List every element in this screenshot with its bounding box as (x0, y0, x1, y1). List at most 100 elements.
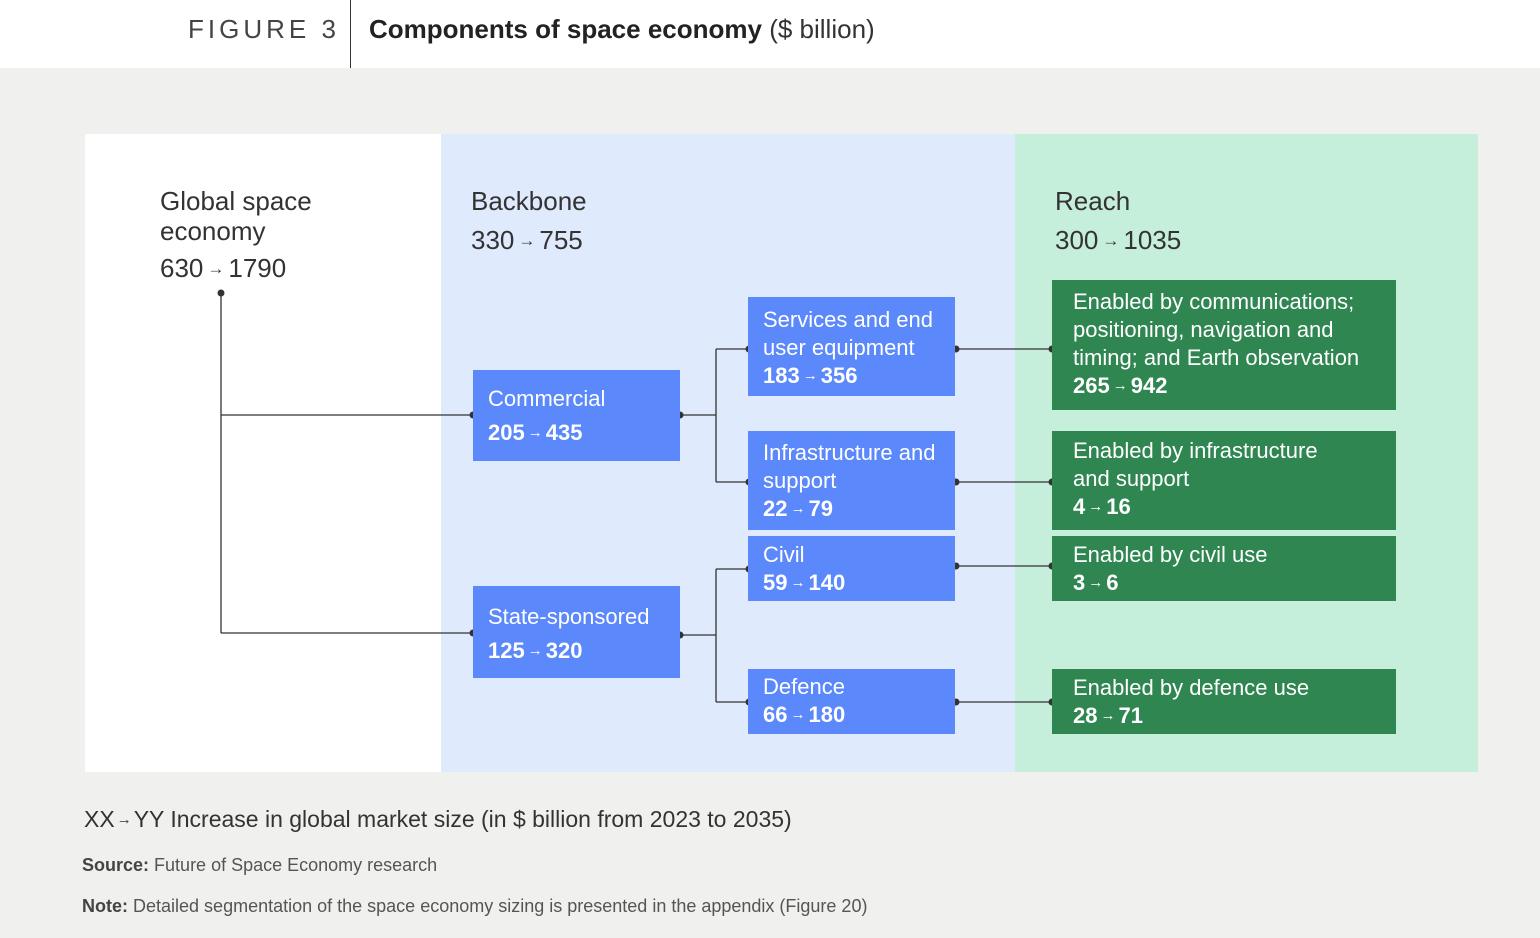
services-box: Services and end user equipment 183 → 356 (748, 297, 955, 396)
reach-defence-line1: Enabled by defence use (1073, 675, 1310, 700)
reach-civil-value: 3 → 6 (1073, 569, 1381, 597)
reach-comms-value: 265 → 942 (1073, 372, 1381, 400)
services-line1: Services and end (763, 307, 933, 332)
reach-infra-line2: and support (1073, 466, 1190, 491)
arrow-icon: → (790, 574, 806, 591)
figure-title-unit: ($ billion) (769, 14, 875, 44)
reach-value: 300 → 1035 (1055, 225, 1181, 256)
commercial-from: 205 (488, 420, 525, 445)
services-from: 183 (763, 363, 800, 388)
reach-infra-line1: Enabled by infrastructure (1073, 438, 1318, 463)
reach-civil-to: 6 (1106, 570, 1119, 595)
backbone-title: Backbone (471, 186, 587, 216)
services-value: 183 → 356 (763, 362, 940, 390)
infrastructure-box: Infrastructure and support 22 → 79 (748, 431, 955, 530)
legend-text: Increase in global market size (in $ bil… (170, 806, 792, 832)
global-from: 630 (160, 253, 204, 283)
source-line: Source: Future of Space Economy research (82, 855, 437, 876)
infrastructure-line2: support (763, 468, 837, 493)
state-to: 320 (545, 638, 583, 663)
reach-comms-line1: Enabled by communications; (1073, 289, 1355, 314)
source-label: Source: (82, 855, 150, 875)
state-sponsored-label: State-sponsored (488, 604, 650, 629)
reach-title: Reach (1055, 186, 1131, 216)
state-sponsored-value: 125 → 320 (488, 634, 665, 668)
arrow-icon: → (1102, 231, 1120, 250)
reach-defence-to: 71 (1118, 703, 1143, 728)
arrow-icon: → (790, 500, 806, 517)
global-value: 630 → 1790 (160, 253, 286, 284)
reach-civil-from: 3 (1073, 570, 1086, 595)
legend-yy: YY (133, 806, 164, 832)
defence-value: 66 → 180 (763, 701, 940, 729)
reach-civil-box: Enabled by civil use 3 → 6 (1052, 536, 1396, 601)
state-sponsored-box: State-sponsored 125 → 320 (473, 586, 680, 678)
reach-comms-line2: positioning, navigation and (1073, 317, 1334, 342)
reach-infra-value: 4 → 16 (1073, 493, 1381, 521)
arrow-icon: → (207, 259, 225, 278)
arrow-icon: → (1112, 377, 1128, 394)
defence-from: 66 (763, 702, 788, 727)
figure-header: FIGURE 3 Components of space economy ($ … (0, 0, 1540, 68)
figure-label: FIGURE 3 (188, 14, 340, 44)
note-text: Detailed segmentation of the space econo… (133, 896, 868, 916)
civil-box: Civil 59 → 140 (748, 536, 955, 601)
reach-defence-value: 28 → 71 (1073, 702, 1381, 730)
figure-title: Components of space economy ($ billion) (369, 14, 875, 45)
reach-comms-from: 265 (1073, 373, 1110, 398)
note-line: Note: Detailed segmentation of the space… (82, 896, 867, 917)
backbone-from: 330 (471, 225, 515, 255)
services-line2: user equipment (763, 335, 915, 360)
defence-box: Defence 66 → 180 (748, 669, 955, 734)
infrastructure-from: 22 (763, 496, 788, 521)
reach-comms-box: Enabled by communications; positioning, … (1052, 280, 1396, 410)
civil-label: Civil (763, 542, 805, 567)
defence-label: Defence (763, 674, 845, 699)
commercial-label: Commercial (488, 386, 606, 411)
reach-comms-to: 942 (1130, 373, 1168, 398)
civil-value: 59 → 140 (763, 569, 940, 597)
reach-to: 1035 (1123, 225, 1182, 255)
global-title-line1: Global space (160, 186, 312, 216)
arrow-icon: → (527, 424, 543, 441)
legend-xx: XX (84, 806, 115, 832)
civil-to: 140 (808, 570, 846, 595)
header-divider (350, 0, 351, 68)
global-title: Global space economy (160, 186, 312, 246)
arrow-icon: → (1100, 707, 1116, 724)
commercial-box: Commercial 205 → 435 (473, 370, 680, 461)
arrow-icon: → (790, 706, 806, 723)
reach-infra-box: Enabled by infrastructure and support 4 →… (1052, 431, 1396, 530)
reach-defence-from: 28 (1073, 703, 1098, 728)
state-from: 125 (488, 638, 525, 663)
figure-title-text: Components of space economy (369, 14, 762, 44)
arrow-icon: → (1088, 498, 1104, 515)
infrastructure-line1: Infrastructure and (763, 440, 936, 465)
arrow-icon: → (518, 231, 536, 250)
arrow-icon: → (527, 642, 543, 659)
backbone-value: 330 → 755 (471, 225, 583, 256)
services-to: 356 (820, 363, 858, 388)
reach-defence-box: Enabled by defence use 28 → 71 (1052, 669, 1396, 734)
commercial-to: 435 (545, 420, 583, 445)
backbone-to: 755 (539, 225, 583, 255)
note-label: Note: (82, 896, 128, 916)
infrastructure-value: 22 → 79 (763, 495, 940, 523)
global-to: 1790 (228, 253, 287, 283)
reach-from: 300 (1055, 225, 1099, 255)
infrastructure-to: 79 (808, 496, 833, 521)
reach-comms-line3: timing; and Earth observation (1073, 345, 1360, 370)
arrow-icon: → (116, 811, 132, 828)
reach-infra-from: 4 (1073, 494, 1086, 519)
arrow-icon: → (802, 367, 818, 384)
global-title-line2: economy (160, 216, 266, 246)
civil-from: 59 (763, 570, 788, 595)
source-text: Future of Space Economy research (154, 855, 438, 875)
global-panel (85, 134, 441, 772)
reach-infra-to: 16 (1106, 494, 1131, 519)
defence-to: 180 (808, 702, 846, 727)
reach-civil-line1: Enabled by civil use (1073, 542, 1268, 567)
commercial-value: 205 → 435 (488, 416, 665, 450)
legend: XX →YY Increase in global market size (in… (84, 806, 792, 833)
arrow-icon: → (1088, 574, 1104, 591)
